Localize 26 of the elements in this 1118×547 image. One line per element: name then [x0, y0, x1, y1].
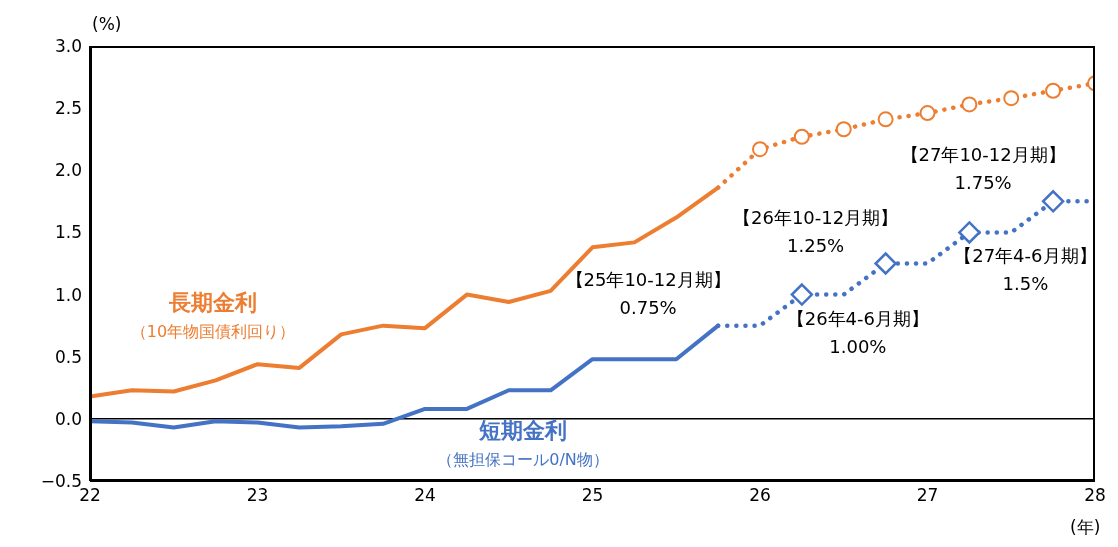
x-tick-label: 27 [916, 485, 939, 506]
annotation: （10年物国債利回り） [129, 322, 297, 343]
x-tick-label: 26 [749, 485, 771, 506]
y-axis-title: (%) [92, 14, 122, 34]
y-tick-label: 0.0 [54, 408, 82, 429]
text: 長期金利 [169, 290, 257, 315]
y-tick-label: 1.5 [54, 222, 82, 243]
x-tick-label: 23 [246, 485, 269, 506]
series-label: 短期金利 [478, 417, 568, 445]
x-tick-label: 28 [1084, 485, 1106, 506]
x-tick-label: 25 [581, 485, 604, 506]
y-tick-label: −0.5 [40, 471, 82, 492]
y-tick-label: 1.0 [54, 284, 82, 305]
annotation: 【27年4-6月期】 1.5% [954, 245, 1097, 295]
y-tick-label: 2.5 [54, 98, 82, 119]
x-tick-label: 22 [79, 485, 101, 506]
y-tick-label: 2.0 [54, 160, 82, 181]
annotation: （無担保コール0/N物） [436, 450, 610, 471]
y-tick-label: 0.5 [54, 346, 82, 367]
annotation: 【27年10-12月期】 1.75% [900, 144, 1066, 194]
y-tick-label: 3.0 [54, 36, 82, 57]
annotation: 【26年4-6月期】 1.00% [786, 307, 930, 357]
annotation: 【26年10-12月期】 1.25% [733, 206, 899, 256]
annotation: 【25年10-12月期】 0.75% [565, 268, 731, 318]
x-axis-title: (年) [1070, 516, 1101, 539]
x-tick-label: 24 [414, 485, 436, 506]
